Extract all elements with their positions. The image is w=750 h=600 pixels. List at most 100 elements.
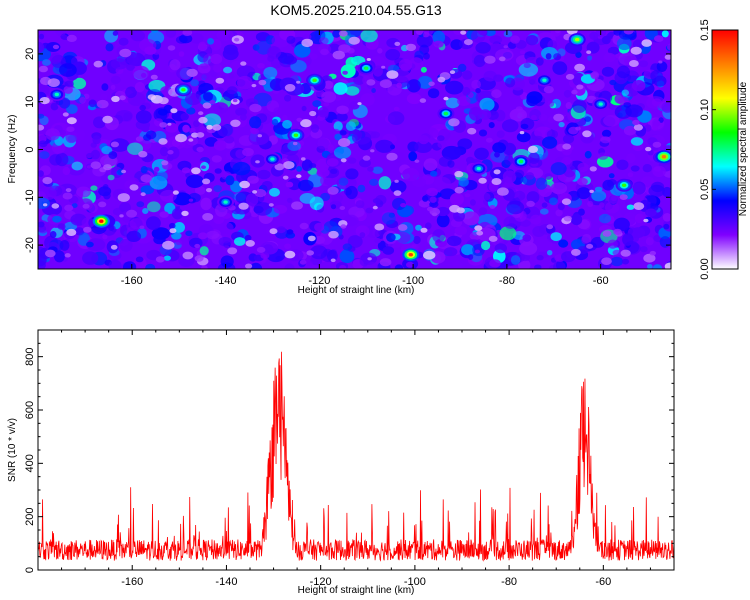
heatmap-cell: [338, 138, 351, 147]
heatmap-cell: [230, 119, 241, 128]
heatmap-cell: [253, 205, 264, 214]
heatmap-cell: [145, 130, 157, 140]
heatmap-cell: [59, 97, 71, 109]
heatmap-cell: [601, 66, 615, 77]
heatmap-cell: [232, 161, 251, 176]
heatmap-cell: [167, 146, 180, 160]
y-tick-label: 200: [24, 507, 36, 525]
heatmap-cell: [601, 129, 612, 138]
heatmap-cell: [653, 120, 661, 127]
heatmap-cell: [314, 222, 325, 232]
heatmap-cell: [49, 154, 62, 166]
heatmap-cell: [561, 198, 572, 205]
heatmap-cell: [342, 243, 353, 251]
heatmap-cell: [528, 152, 540, 164]
heatmap-cell: [284, 263, 295, 269]
heatmap-cell: [93, 60, 104, 68]
heatmap-cell: [334, 133, 342, 141]
heatmap-cell: [332, 30, 341, 38]
heatmap-cell: [338, 177, 349, 186]
heatmap-hotspot: [575, 37, 580, 42]
heatmap-cell: [630, 165, 640, 172]
heatmap-cell: [200, 197, 212, 211]
heatmap-cell: [348, 36, 360, 45]
heatmap-cell: [66, 126, 75, 132]
heatmap-cell: [377, 48, 383, 54]
heatmap-cell: [519, 131, 525, 135]
heatmap-cell: [129, 184, 139, 191]
heatmap-cell: [613, 30, 622, 36]
heatmap-cell: [66, 117, 77, 125]
heatmap-hotspot: [661, 155, 667, 159]
heatmap-cell: [349, 101, 360, 110]
heatmap-cell: [425, 222, 432, 230]
heatmap-cell: [423, 250, 436, 260]
heatmap-cell: [562, 134, 575, 144]
heatmap-cell: [145, 263, 156, 269]
heatmap-cell: [101, 146, 113, 155]
heatmap-cell: [516, 132, 531, 143]
heatmap-hotspot: [518, 159, 524, 164]
heatmap-cell: [167, 45, 176, 51]
heatmap-cell: [533, 238, 553, 253]
heatmap-cell: [52, 44, 60, 50]
heatmap-cell: [86, 165, 92, 169]
heatmap-cell: [126, 209, 138, 218]
heatmap-cell: [366, 79, 376, 86]
heatmap-cell: [520, 254, 531, 262]
heatmap-cell: [196, 132, 205, 138]
heatmap-cell: [609, 79, 617, 86]
heatmap-cell: [449, 70, 456, 74]
heatmap-cell: [248, 131, 270, 146]
heatmap-cell: [47, 78, 60, 87]
x-tick-label: -120: [308, 275, 330, 287]
heatmap-cell: [284, 243, 291, 250]
heatmap-cell: [572, 72, 585, 86]
heatmap-cell: [267, 46, 281, 59]
heatmap-cell: [273, 204, 288, 214]
heatmap-cell: [622, 233, 634, 246]
heatmap-cell: [293, 43, 311, 58]
heatmap-cell: [461, 244, 475, 256]
heatmap-cell: [96, 99, 109, 109]
heatmap-cell: [309, 245, 328, 260]
heatmap-cell: [365, 261, 379, 269]
heatmap-cell: [436, 213, 450, 228]
heatmap-cell: [239, 180, 251, 189]
y-tick-label: 600: [24, 401, 36, 419]
heatmap-cell: [550, 232, 562, 242]
heatmap-cell: [182, 30, 193, 36]
snr-y-label: SNR (10 * v/v): [7, 418, 18, 482]
heatmap-cell: [452, 260, 463, 269]
heatmap-cell: [504, 154, 514, 166]
heatmap-cell: [575, 126, 581, 131]
heatmap-cell: [493, 74, 504, 82]
heatmap-cell: [336, 112, 348, 122]
heatmap-cell: [139, 104, 146, 111]
heatmap-cell: [52, 215, 62, 223]
heatmap-cell: [587, 200, 594, 207]
heatmap-cell: [57, 223, 66, 230]
heatmap-cell: [328, 230, 339, 239]
heatmap-cell: [140, 185, 155, 195]
heatmap-cell: [449, 192, 464, 206]
heatmap-cell: [110, 141, 119, 148]
heatmap-cell: [249, 116, 262, 129]
heatmap-cell: [398, 58, 413, 71]
heatmap-cell: [236, 65, 256, 79]
heatmap-cell: [147, 201, 161, 213]
x-tick-label: -80: [501, 576, 517, 588]
heatmap-hotspot: [270, 157, 275, 161]
heatmap-cell: [360, 93, 375, 107]
heatmap-cell: [169, 228, 177, 234]
heatmap-cell: [38, 124, 45, 131]
heatmap-cell: [553, 113, 564, 122]
heatmap-cell: [284, 94, 292, 102]
heatmap-cell: [117, 193, 130, 202]
heatmap-cell: [196, 146, 204, 153]
heatmap-cell: [555, 30, 561, 34]
heatmap-cell: [553, 261, 566, 269]
heatmap-cell: [146, 216, 161, 231]
heatmap-cell: [202, 213, 214, 221]
x-tick-label: -100: [402, 275, 424, 287]
